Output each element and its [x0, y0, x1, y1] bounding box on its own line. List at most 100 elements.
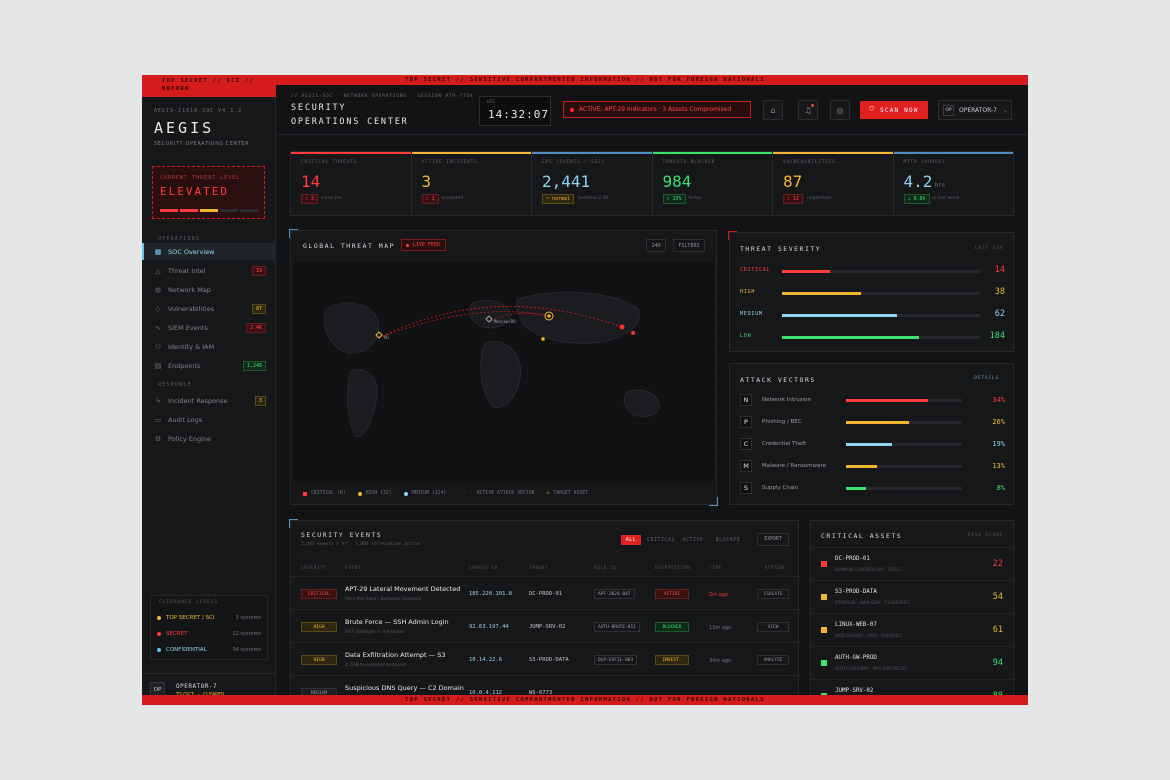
clearance-row[interactable]: SECRET 12 systems — [151, 627, 269, 641]
vector-track — [846, 443, 962, 446]
vector-fill — [846, 465, 878, 468]
analyze-button[interactable]: ANALYZE — [757, 655, 789, 665]
severity-track — [782, 336, 980, 339]
column-header[interactable]: ACTION — [765, 565, 785, 570]
kpi-threats-blocked[interactable]: THREATS BLOCKED 984 ↑ 15% today — [652, 152, 773, 215]
clearance-systems: 3 systems — [235, 615, 261, 621]
clearance-row[interactable]: TOP SECRET / SCI 3 systems — [151, 611, 269, 625]
table-row[interactable]: CRITICAL APT-29 Lateral Movement Detecte… — [291, 576, 800, 609]
asset-row[interactable]: AUTH-GW-PROD AUTH GATEWAY · MFA ENFORCED… — [811, 646, 1015, 679]
nav-badge: 1,248 — [242, 361, 266, 371]
vector-row[interactable]: S Supply Chain 8% — [740, 482, 1005, 496]
threat-marker-critical[interactable] — [619, 324, 625, 330]
world-map[interactable]: RU Moscow/RU — [293, 261, 714, 481]
notifications-button[interactable]: ♫ — [798, 100, 818, 120]
kpi-note: vs last week — [931, 196, 960, 201]
clearance-row[interactable]: CONFIDENTIAL 34 systems — [151, 643, 269, 657]
vector-row[interactable]: M Malware / Ransomware 13% — [740, 460, 1005, 474]
grid-icon: ▦ — [154, 247, 162, 256]
globe-button[interactable]: ◎ — [830, 100, 850, 120]
brand-logo[interactable]: AEGIS — [154, 119, 215, 137]
export-button[interactable]: EXPORT — [757, 533, 789, 546]
operator-dropdown[interactable]: OP OPERATOR-7 ⌄ — [938, 100, 1012, 120]
sidebar-item-threat-intel[interactable]: △ Threat Intel 19 — [142, 262, 276, 279]
kpi-label: EPS (EVENTS / SEC) — [542, 160, 606, 165]
vector-row[interactable]: C Credential Theft 19% — [740, 438, 1005, 452]
column-header[interactable]: EVENT — [345, 565, 362, 570]
threat-marker-high[interactable] — [547, 314, 551, 318]
column-header[interactable]: DISPOSITION — [655, 565, 691, 570]
disposition-badge: ACTIVE — [655, 589, 689, 599]
asset-row[interactable]: DC-PROD-01 DOMAIN CONTROLLER · TS/SCI 22 — [811, 547, 1015, 580]
threat-marker-critical[interactable] — [631, 331, 635, 335]
sidebar-item-siem-events[interactable]: ∿ SIEM Events 2.4K — [142, 319, 276, 336]
filters-button[interactable]: FILTERS — [673, 239, 705, 252]
sidebar-item-endpoints[interactable]: ▤ Endpoints 1,248 — [142, 357, 276, 374]
kpi-vulnerabilities[interactable]: VULNERABILITIES 87 ↑ 12 unpatched — [773, 152, 894, 215]
view-button[interactable]: VIEW — [757, 622, 789, 632]
column-header[interactable]: SOURCE IP — [469, 565, 498, 570]
kpi-accent — [652, 152, 772, 154]
sidebar-item-network-map[interactable]: ◍ Network Map — [142, 281, 276, 298]
sidebar-item-vulnerabilities[interactable]: ◇ Vulnerabilities 87 — [142, 300, 276, 317]
kpi-mttr[interactable]: MTTR (HOURS) 4.2 hrs ↓ 0.8h vs last week — [893, 152, 1013, 215]
severity-tag: HIGH — [301, 622, 337, 632]
panel-title: ATTACK VECTORS — [740, 376, 816, 384]
vector-track — [846, 399, 962, 402]
clearance-systems: 34 systems — [232, 647, 261, 653]
kpi-critical-threats[interactable]: CRITICAL THREATS 14 ↑ 3 since 1hr — [291, 152, 412, 215]
sidebar-item-identity-iam[interactable]: ⚇ Identity & IAM — [142, 338, 276, 355]
sidebar-item-soc-overview[interactable]: ▦ SOC Overview — [142, 243, 276, 260]
sidebar-item-label: Threat Intel — [168, 266, 206, 275]
kpi-active-incidents[interactable]: ACTIVE INCIDENTS 3 ↑ 1 escalated — [411, 152, 532, 215]
vector-row[interactable]: N Network Intrusion 34% — [740, 394, 1005, 408]
asset-name: S3-PROD-DATA — [835, 589, 877, 595]
panel-corner — [289, 229, 298, 238]
asset-row[interactable]: S3-PROD-DATA STORAGE · AWS-GOV · CLASSIF… — [811, 580, 1015, 613]
legend-label: ACTIVE ATTACK VECTOR — [476, 491, 535, 496]
table-row[interactable]: HIGH Brute Force — SSH Admin Login 847 a… — [291, 609, 800, 642]
column-header[interactable]: TIME — [709, 565, 722, 570]
column-header[interactable]: RULE ID — [594, 565, 617, 570]
target-asset-marker[interactable] — [485, 315, 493, 323]
severity-row-medium[interactable]: MEDIUM 62 — [740, 309, 1005, 322]
lock-button[interactable]: ⌂ — [763, 100, 783, 120]
status-dot — [157, 616, 161, 620]
severity-label: CRITICAL — [740, 267, 771, 273]
kpi-note: baseline 2.1K — [578, 196, 609, 201]
tab-all[interactable]: ALL — [621, 535, 641, 545]
threat-meter-segment — [240, 209, 258, 212]
isolate-button[interactable]: ISOLATE — [757, 589, 789, 599]
range-24h-button[interactable]: 24H — [646, 239, 666, 252]
vector-letter: N — [740, 394, 752, 406]
details-link[interactable]: DETAILS — [974, 376, 999, 381]
column-header[interactable]: SEVERITY — [301, 565, 327, 570]
kpi-eps[interactable]: EPS (EVENTS / SEC) 2,441 ~ normal baseli… — [532, 152, 653, 215]
asset-row[interactable]: LINUX-WEB-07 WEB SERVER · DMZ · EXPOSED … — [811, 613, 1015, 646]
operator-name: OPERATOR-7 — [176, 683, 218, 690]
kpi-label: VULNERABILITIES — [783, 160, 836, 165]
continent-shape — [516, 291, 640, 344]
severity-row-critical[interactable]: CRITICAL 14 — [740, 265, 1005, 278]
severity-row-high[interactable]: HIGH 38 — [740, 287, 1005, 300]
vector-row[interactable]: P Phishing / BEC 26% — [740, 416, 1005, 430]
column-header[interactable]: TARGET — [529, 565, 549, 570]
severity-row-low[interactable]: LOW 184 — [740, 331, 1005, 344]
tab-blocked[interactable]: BLOCKED — [715, 537, 741, 543]
sidebar-item-incident-response[interactable]: ϟ Incident Response 3 — [142, 392, 276, 409]
database-icon: ▤ — [154, 361, 162, 370]
tab-active[interactable]: ACTIVE — [682, 537, 704, 543]
tab-critical[interactable]: CRITICAL — [647, 537, 675, 543]
target-asset-marker[interactable] — [375, 331, 383, 339]
sidebar-item-audit-logs[interactable]: ▭ Audit Logs — [142, 411, 276, 428]
threat-marker-high[interactable] — [544, 311, 554, 321]
table-row[interactable]: HIGH Data Exfiltration Attempt — S3 4.2G… — [291, 642, 800, 675]
vector-fill — [846, 443, 893, 446]
scan-now-button[interactable]: ⛉ SCAN NOW — [860, 101, 928, 119]
active-alert-banner[interactable]: ACTIVE: APT-29 Indicators · 3 Assets Com… — [563, 101, 751, 118]
sidebar-item-policy-engine[interactable]: ⚙ Policy Engine — [142, 430, 276, 447]
event-time: 2m ago — [709, 592, 728, 598]
threat-marker-high[interactable] — [541, 337, 545, 341]
attack-vectors-panel: ATTACK VECTORS DETAILS N Network Intrusi… — [729, 363, 1014, 505]
kpi-note: escalated — [441, 196, 464, 201]
